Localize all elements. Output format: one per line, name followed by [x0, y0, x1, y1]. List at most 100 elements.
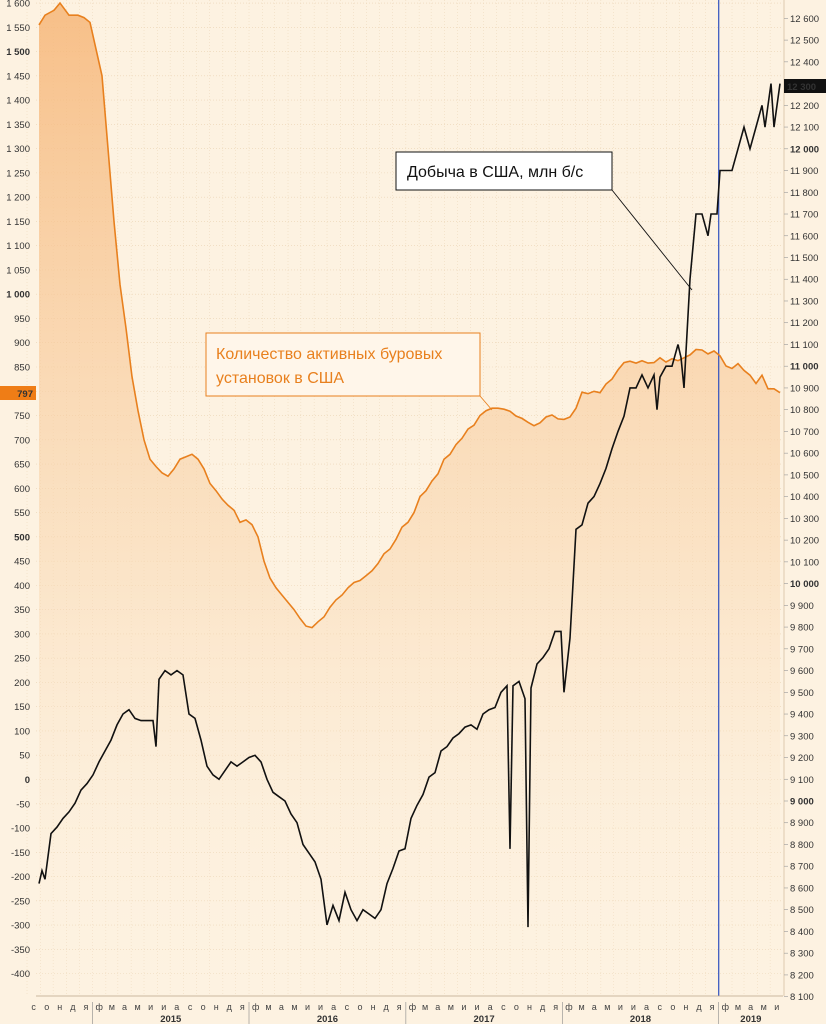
month-label: и — [618, 1002, 623, 1012]
right-tick-label: 10 600 — [790, 449, 819, 460]
right-tick-label: 11 500 — [790, 253, 818, 264]
month-label: м — [604, 1002, 610, 1012]
left-tick-label: 350 — [14, 605, 30, 616]
right-tick-label: 9 700 — [790, 644, 814, 655]
month-label: ф — [565, 1002, 573, 1012]
right-tick-label: 11 300 — [790, 296, 818, 307]
right-tick-label: 11 900 — [790, 166, 818, 177]
left-tick-label: 1 350 — [6, 120, 30, 131]
year-label: 2019 — [740, 1014, 761, 1024]
month-label: а — [592, 1002, 597, 1012]
month-label: о — [201, 1002, 206, 1012]
month-label: с — [188, 1002, 193, 1012]
right-tick-label: 10 500 — [790, 470, 819, 481]
month-label: ф — [722, 1002, 730, 1012]
left-tick-label: -350 — [11, 945, 30, 956]
left-tick-label: 1 550 — [6, 23, 30, 34]
left-tick-label: 1 500 — [6, 47, 30, 58]
month-label: д — [227, 1002, 233, 1012]
left-tick-label: 1 050 — [6, 265, 30, 276]
left-axis-ticks: -400 -350 -300 -250 -200 -150 -100 -50 0 50 100 150… — [6, 0, 30, 980]
year-label: 2016 — [317, 1014, 338, 1024]
month-label: а — [174, 1002, 179, 1012]
right-tick-label: 11 700 — [790, 210, 818, 221]
month-label: о — [357, 1002, 362, 1012]
right-tick-label: 11 200 — [790, 318, 818, 329]
left-tick-label: 250 — [14, 654, 30, 665]
left-tick-label: -150 — [11, 848, 30, 859]
rig-callout: Количество активных буровых установок в … — [205, 332, 481, 397]
right-tick-label: 12 000 — [790, 144, 819, 155]
month-label: н — [527, 1002, 532, 1012]
left-tick-label: -250 — [11, 896, 30, 907]
month-label: я — [553, 1002, 558, 1012]
right-tick-label: 9 600 — [790, 666, 814, 677]
left-tick-label: -400 — [11, 969, 30, 980]
left-tick-label: 850 — [14, 362, 30, 373]
production-last-value-badge: 12 300 — [784, 79, 826, 93]
right-tick-label: 10 000 — [790, 579, 819, 590]
production-callout: Добыча в США, млн б/с — [395, 151, 613, 191]
right-tick-label: 11 400 — [790, 275, 818, 286]
year-label: 2017 — [474, 1014, 495, 1024]
month-label: с — [31, 1002, 36, 1012]
right-tick-label: 9 000 — [790, 797, 814, 808]
month-label: м — [265, 1002, 271, 1012]
left-tick-label: 600 — [14, 484, 30, 495]
month-label: м — [578, 1002, 584, 1012]
month-label: с — [345, 1002, 350, 1012]
right-tick-label: 12 400 — [790, 57, 819, 68]
left-tick-label: 650 — [14, 460, 30, 471]
month-label: и — [305, 1002, 310, 1012]
month-label: о — [670, 1002, 675, 1012]
left-tick-label: 200 — [14, 678, 30, 689]
right-tick-label: 11 600 — [790, 231, 818, 242]
right-tick-label: 8 500 — [790, 905, 814, 916]
month-label: н — [214, 1002, 219, 1012]
right-tick-label: 8 700 — [790, 862, 814, 873]
right-tick-label: 9 300 — [790, 731, 814, 742]
right-tick-label: 10 800 — [790, 405, 819, 416]
right-tick-label: 10 100 — [790, 557, 819, 568]
month-label: м — [291, 1002, 297, 1012]
month-label: н — [371, 1002, 376, 1012]
left-tick-label: 300 — [14, 629, 30, 640]
year-label: 2015 — [160, 1014, 182, 1024]
month-label: ф — [409, 1002, 417, 1012]
left-tick-label: 1 150 — [6, 217, 30, 228]
month-label: с — [501, 1002, 506, 1012]
left-tick-label: 950 — [14, 314, 30, 325]
left-tick-label: 450 — [14, 557, 30, 568]
production-callout-leader — [611, 189, 693, 291]
production-callout-label: Добыча в США, млн б/с — [407, 164, 583, 181]
right-tick-label: 8 200 — [790, 970, 814, 981]
month-label: о — [514, 1002, 519, 1012]
month-label: а — [122, 1002, 127, 1012]
left-tick-label: 1 300 — [6, 144, 30, 155]
right-tick-label: 12 600 — [790, 14, 819, 25]
left-tick-label: 150 — [14, 702, 30, 713]
month-label: д — [70, 1002, 76, 1012]
left-tick-label: 500 — [14, 532, 30, 543]
month-label: я — [83, 1002, 88, 1012]
left-tick-label: 700 — [14, 435, 30, 446]
month-label: а — [435, 1002, 440, 1012]
month-label: я — [240, 1002, 245, 1012]
right-tick-label: 8 100 — [790, 992, 814, 1003]
right-tick-label: 10 700 — [790, 427, 819, 438]
rig-count-area — [39, 3, 780, 996]
month-label: о — [44, 1002, 49, 1012]
month-label: с — [658, 1002, 663, 1012]
left-tick-label: -300 — [11, 921, 30, 932]
month-label: я — [397, 1002, 402, 1012]
rig-last-value-badge: 797 — [0, 386, 36, 400]
month-label: н — [57, 1002, 62, 1012]
left-tick-label: 0 — [25, 775, 30, 786]
month-label: и — [318, 1002, 323, 1012]
month-label: ф — [96, 1002, 104, 1012]
month-label: д — [696, 1002, 702, 1012]
month-label: я — [710, 1002, 715, 1012]
right-tick-label: 11 800 — [790, 188, 818, 199]
rig-callout-line-2: установок в США — [216, 370, 344, 387]
